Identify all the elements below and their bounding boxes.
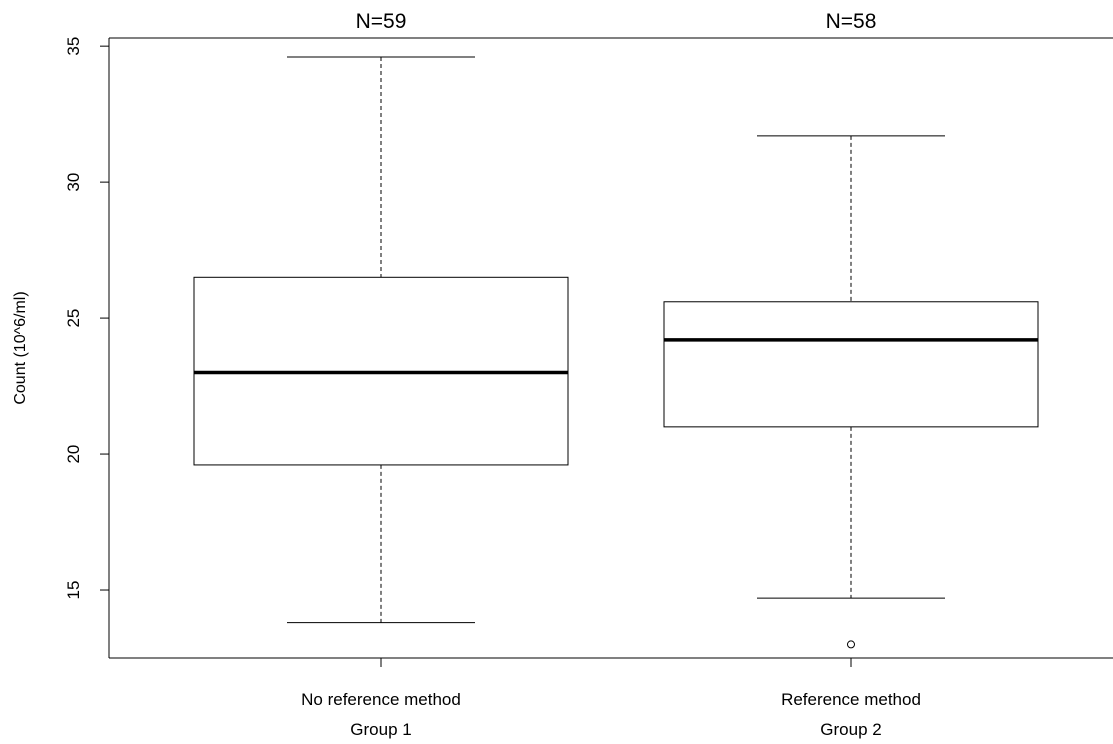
box-2 — [663, 135, 1039, 649]
outlier-point-1 — [847, 640, 855, 649]
category-label-2: Reference method — [781, 690, 921, 709]
group-label-1: Group 1 — [350, 720, 411, 739]
n-label-1: N=59 — [356, 10, 407, 33]
y-axis: 15 20 25 30 35 — [64, 37, 109, 600]
box-series — [193, 56, 1039, 649]
y-tick-label-15: 15 — [64, 581, 83, 600]
y-axis-label: Count (10^6/ml) — [12, 291, 29, 404]
category-labels: N=59 No reference method Group 1 N=58 Refere… — [301, 10, 921, 739]
y-tick-label-25: 25 — [64, 309, 83, 328]
y-tick-label-20: 20 — [64, 445, 83, 464]
category-label-1: No reference method — [301, 690, 461, 709]
n-label-2: N=58 — [826, 10, 877, 33]
iqr-box — [663, 301, 1039, 428]
y-tick-label-35: 35 — [64, 37, 83, 56]
y-tick-label-30: 30 — [64, 173, 83, 192]
x-axis — [380, 658, 852, 667]
group-label-2: Group 2 — [820, 720, 881, 739]
box-1 — [193, 56, 569, 624]
plot-frame — [108, 37, 1113, 659]
